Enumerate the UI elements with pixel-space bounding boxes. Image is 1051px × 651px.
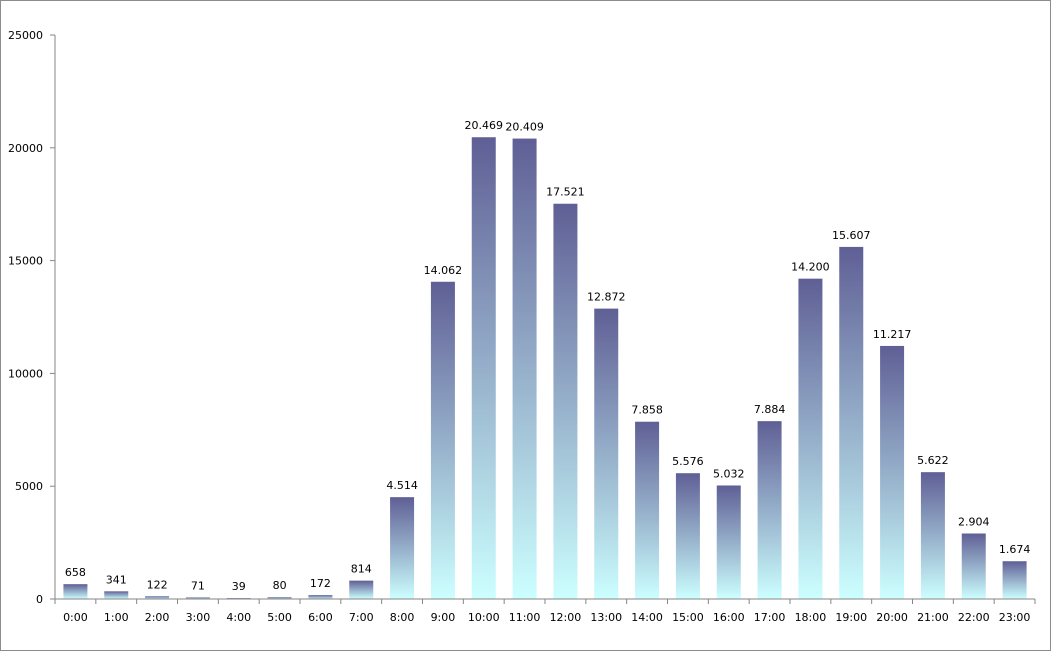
bar-17-00 [757, 421, 782, 599]
x-tick-label-1-00: 1:00 [104, 611, 129, 624]
x-tick-label-3-00: 3:00 [186, 611, 211, 624]
x-tick-label-2-00: 2:00 [145, 611, 170, 624]
y-tick-label-0: 0 [36, 593, 43, 606]
x-tick-label-20-00: 20:00 [876, 611, 908, 624]
bar-15-00 [675, 473, 700, 599]
bar-2-00 [145, 596, 170, 599]
bar-22-00 [961, 533, 986, 599]
data-label-16-00: 5.032 [713, 467, 745, 480]
bar-23-00 [1002, 561, 1027, 599]
x-tick-label-4-00: 4:00 [226, 611, 251, 624]
data-label-3-00: 71 [191, 579, 205, 592]
data-label-22-00: 2.904 [958, 515, 990, 528]
data-label-14-00: 7.858 [631, 404, 663, 417]
data-label-2-00: 122 [147, 578, 168, 591]
labels-layer: 658 0:00 341 1:00 122 2:00 71 3:00 39 4:00 80 5:00 1… [8, 29, 1030, 624]
y-tick-label-20000: 20000 [8, 142, 43, 155]
x-tick-label-11-00: 11:00 [509, 611, 541, 624]
x-tick-label-0-00: 0:00 [63, 611, 88, 624]
y-tick-label-5000: 5000 [15, 480, 43, 493]
x-tick-label-15-00: 15:00 [672, 611, 704, 624]
data-label-0-00: 658 [65, 566, 86, 579]
x-tick-label-23-00: 23:00 [999, 611, 1031, 624]
x-tick-label-6-00: 6:00 [308, 611, 333, 624]
bar-11-00 [512, 138, 537, 599]
x-tick-label-9-00: 9:00 [431, 611, 456, 624]
bar-0-00 [63, 584, 88, 599]
data-label-21-00: 5.622 [917, 454, 949, 467]
y-tick-label-15000: 15000 [8, 255, 43, 268]
bar-1-00 [104, 591, 129, 599]
data-label-20-00: 11.217 [873, 328, 912, 341]
x-tick-label-12-00: 12:00 [550, 611, 582, 624]
data-label-23-00: 1.674 [999, 543, 1031, 556]
x-tick-label-13-00: 13:00 [590, 611, 622, 624]
bar-16-00 [716, 485, 741, 599]
bar-9-00 [430, 281, 455, 599]
data-label-1-00: 341 [106, 573, 127, 586]
bar-6-00 [308, 595, 333, 599]
bar-5-00 [267, 597, 292, 599]
bar-14-00 [635, 421, 660, 599]
bar-3-00 [185, 597, 210, 599]
x-tick-label-7-00: 7:00 [349, 611, 374, 624]
data-label-4-00: 39 [232, 580, 246, 593]
data-label-18-00: 14.200 [791, 261, 830, 274]
data-label-11-00: 20.409 [505, 121, 544, 134]
bar-10-00 [471, 137, 496, 599]
data-label-8-00: 4.514 [386, 479, 418, 492]
data-label-15-00: 5.576 [672, 455, 704, 468]
x-tick-label-16-00: 16:00 [713, 611, 745, 624]
data-label-17-00: 7.884 [754, 403, 786, 416]
y-tick-label-25000: 25000 [8, 29, 43, 42]
bar-7-00 [349, 580, 374, 599]
data-label-12-00: 17.521 [546, 186, 585, 199]
y-tick-label-10000: 10000 [8, 367, 43, 380]
bar-19-00 [839, 246, 864, 599]
data-label-13-00: 12.872 [587, 291, 626, 304]
x-tick-label-10-00: 10:00 [468, 611, 500, 624]
data-label-10-00: 20.469 [465, 119, 504, 132]
x-tick-label-19-00: 19:00 [835, 611, 867, 624]
bar-20-00 [880, 345, 905, 599]
x-tick-label-5-00: 5:00 [267, 611, 292, 624]
x-tick-label-21-00: 21:00 [917, 611, 949, 624]
bar-21-00 [920, 472, 945, 599]
data-label-19-00: 15.607 [832, 229, 871, 242]
x-tick-label-8-00: 8:00 [390, 611, 415, 624]
data-label-5-00: 80 [273, 579, 287, 592]
x-tick-label-18-00: 18:00 [795, 611, 827, 624]
data-label-7-00: 814 [351, 563, 372, 576]
bar-8-00 [390, 497, 415, 599]
x-tick-label-17-00: 17:00 [754, 611, 786, 624]
bar-18-00 [798, 278, 823, 599]
data-label-9-00: 14.062 [424, 264, 463, 277]
x-tick-label-22-00: 22:00 [958, 611, 990, 624]
data-label-6-00: 172 [310, 577, 331, 590]
axes-layer [50, 34, 1036, 604]
bar-12-00 [553, 203, 578, 600]
x-tick-label-14-00: 14:00 [631, 611, 663, 624]
bar-13-00 [594, 308, 619, 599]
bars-layer [63, 137, 1027, 600]
